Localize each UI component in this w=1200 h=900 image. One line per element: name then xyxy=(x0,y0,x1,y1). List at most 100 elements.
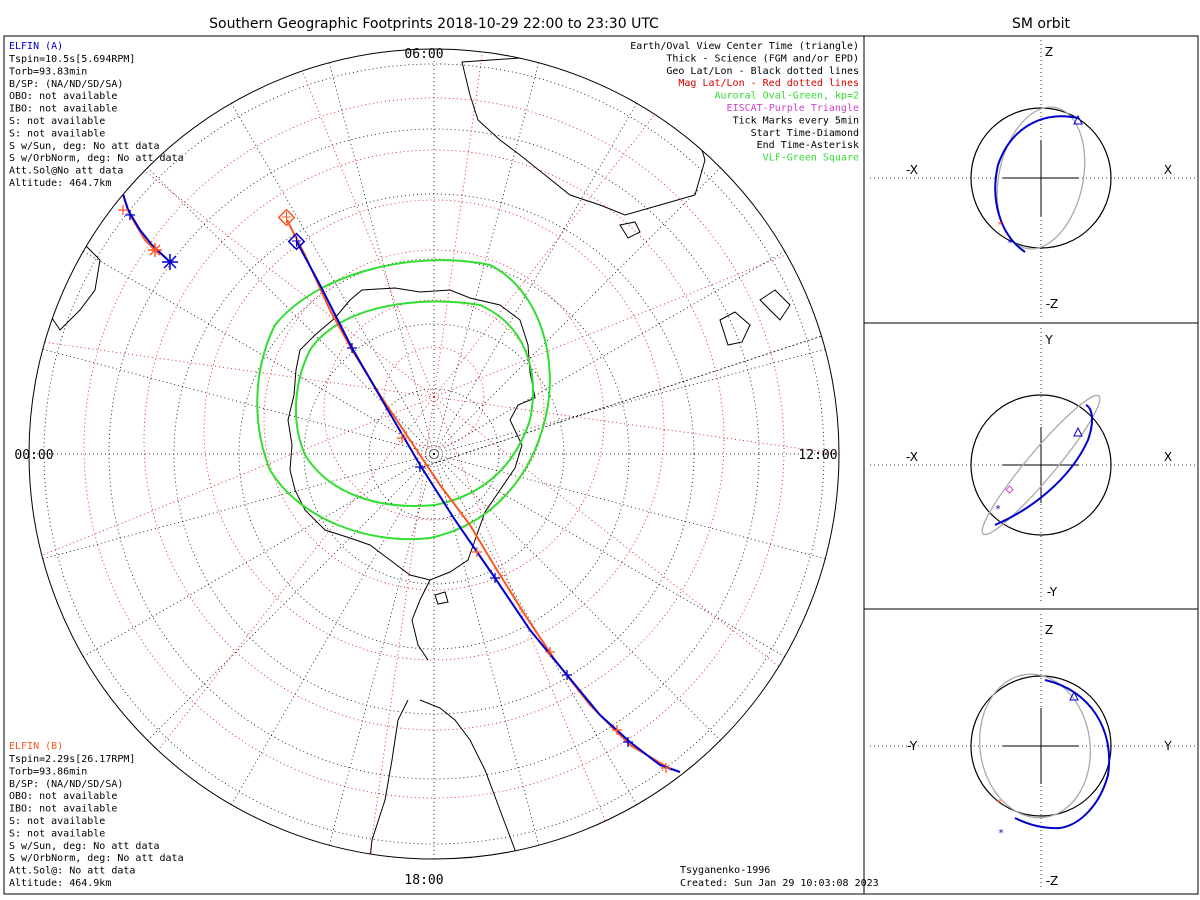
created-timestamp: Created: Sun Jan 29 10:03:08 2023 xyxy=(680,878,879,889)
axis-left: -Y xyxy=(907,739,918,753)
elfin-b-line: Torb=93.86min xyxy=(9,766,87,777)
elfin-a-line: S w/OrbNorm, deg: No att data xyxy=(9,153,184,164)
end-marker: * xyxy=(998,828,1004,839)
legend-item: Thick - Science (FGM and/or EPD) xyxy=(666,53,859,64)
orbit-a xyxy=(994,404,1094,526)
orbit-frame xyxy=(863,35,1199,895)
auroral-oval xyxy=(256,259,551,541)
hour-label-left: 00:00 xyxy=(14,448,53,463)
legend-item: Geo Lat/Lon - Black dotted lines xyxy=(666,66,859,77)
orbit-a xyxy=(1014,679,1111,830)
start-marker xyxy=(1005,485,1014,494)
legend-item: VLF-Green Square xyxy=(763,153,859,164)
tick-mark xyxy=(562,670,572,680)
orbit-b xyxy=(981,394,1101,536)
legend-item: Mag Lat/Lon - Red dotted lines xyxy=(678,78,859,89)
elfin-a-line: IBO: not available xyxy=(9,104,117,115)
axis-bottom: -Z xyxy=(1046,297,1059,311)
axis-right: X xyxy=(1164,163,1172,177)
peninsula-outline xyxy=(411,579,431,661)
legend-item: Tick Marks every 5min xyxy=(733,115,859,126)
elfin-a-line: Altitude: 464.7km xyxy=(9,178,111,189)
elfin-b-line: S w/OrbNorm, deg: No att data xyxy=(9,853,184,864)
side-title: SM orbit xyxy=(1012,16,1071,32)
antarctica-outline xyxy=(287,287,536,581)
elfin-b-line: S: not available xyxy=(9,828,105,839)
end-marker: * xyxy=(996,798,1002,809)
mag-grid xyxy=(29,49,839,859)
earth-circle xyxy=(970,394,1112,536)
elfin-a-line: B/SP: (NA/ND/SD/SA) xyxy=(9,79,123,90)
elfin-b-line: Att.Sol@: No att data xyxy=(9,866,135,877)
axis-top: Z xyxy=(1045,623,1053,637)
hour-label-right: 12:00 xyxy=(798,448,837,463)
axis-left: -X xyxy=(906,450,918,464)
orbit-a xyxy=(994,115,1079,253)
axis-right: Y xyxy=(1163,739,1172,753)
orbit-b xyxy=(978,673,1092,819)
oval-inner xyxy=(295,300,534,507)
elfin-a-line: S: not available xyxy=(9,128,105,139)
legend-item: EISCAT-Purple Triangle xyxy=(727,103,859,114)
tick-mark xyxy=(125,210,135,220)
tick-mark xyxy=(661,763,671,773)
earth-circle xyxy=(970,675,1112,817)
elfin-a-line: S: not available xyxy=(9,116,105,127)
axis-top: Y xyxy=(1044,333,1053,347)
elfin-a-line: OBO: not available xyxy=(9,91,117,102)
start-marker-b xyxy=(277,208,296,227)
elfin-b-track-line xyxy=(286,219,673,771)
elfin-a-line: Att.Sol@No att data xyxy=(9,166,123,177)
tick-mark xyxy=(347,343,357,353)
model-note: Tsyganenko-1996 xyxy=(680,865,770,876)
end-marker: * xyxy=(1007,238,1013,249)
tick-mark xyxy=(490,573,500,583)
end-marker: * xyxy=(997,220,1003,231)
tick-mark xyxy=(397,433,407,443)
axis-bottom: -Z xyxy=(1046,874,1059,888)
legend-item: Earth/Oval View Center Time (triangle) xyxy=(630,41,859,52)
polar-map: 06:00 00:00 12:00 18:00 xyxy=(14,47,840,888)
tick-mark xyxy=(116,183,126,193)
start-marker-a xyxy=(287,232,306,251)
elfin-b-line: Altitude: 464.9km xyxy=(9,878,111,889)
end-marker-a xyxy=(162,254,178,270)
orbit-panel-yz: Z -Z -Y Y * * xyxy=(870,614,1196,890)
view-center-triangle xyxy=(1073,114,1083,125)
hour-label-bottom: 18:00 xyxy=(404,873,443,888)
axis-top: Z xyxy=(1045,45,1053,59)
oval-outer xyxy=(256,259,551,541)
hour-label-top: 06:00 xyxy=(404,47,443,62)
elfin-a-info: ELFIN (A) Tspin=10.5s[5.694RPM]Torb=93.8… xyxy=(9,41,184,189)
elfin-b-line: Tspin=2.29s[26.17RPM] xyxy=(9,754,135,765)
elfin-b-line: B/SP: (NA/ND/SD/SA) xyxy=(9,779,123,790)
elfin-b-line: OBO: not available xyxy=(9,791,117,802)
south-america-outline xyxy=(367,699,526,859)
view-center-triangle xyxy=(1069,690,1079,701)
legend-item: Start Time-Diamond xyxy=(751,128,859,139)
axis-bottom: -Y xyxy=(1047,585,1058,599)
legend-item: Auroral Oval-Green, kp=2 xyxy=(715,91,860,102)
tick-mark xyxy=(415,462,425,472)
tick-mark xyxy=(623,737,633,747)
elfin-a-name: ELFIN (A) xyxy=(9,41,63,52)
legend: Earth/Oval View Center Time (triangle)Th… xyxy=(630,41,859,164)
axis-right: X xyxy=(1164,450,1172,464)
ticks-b xyxy=(118,205,671,773)
orbit-panel-xz: Z -Z -X X * * xyxy=(870,40,1196,318)
end-marker-b xyxy=(148,243,162,257)
orbit-b xyxy=(996,106,1086,250)
terminator-line xyxy=(419,329,839,469)
orbit-panel-xy: Y -Y -X X * xyxy=(870,328,1196,604)
elfin-b-line: IBO: not available xyxy=(9,804,117,815)
elfin-b-line: S w/Sun, deg: No att data xyxy=(9,841,160,852)
figure-title: Southern Geographic Footprints 2018-10-2… xyxy=(209,16,659,32)
legend-item: End Time-Asterisk xyxy=(757,140,859,151)
view-center-triangle xyxy=(1073,426,1083,437)
elfin-b-name: ELFIN (B) xyxy=(9,741,63,752)
tick-mark xyxy=(545,647,555,657)
elfin-a-line: Torb=93.83min xyxy=(9,66,87,77)
end-marker: * xyxy=(995,504,1001,515)
tick-mark xyxy=(118,205,128,215)
